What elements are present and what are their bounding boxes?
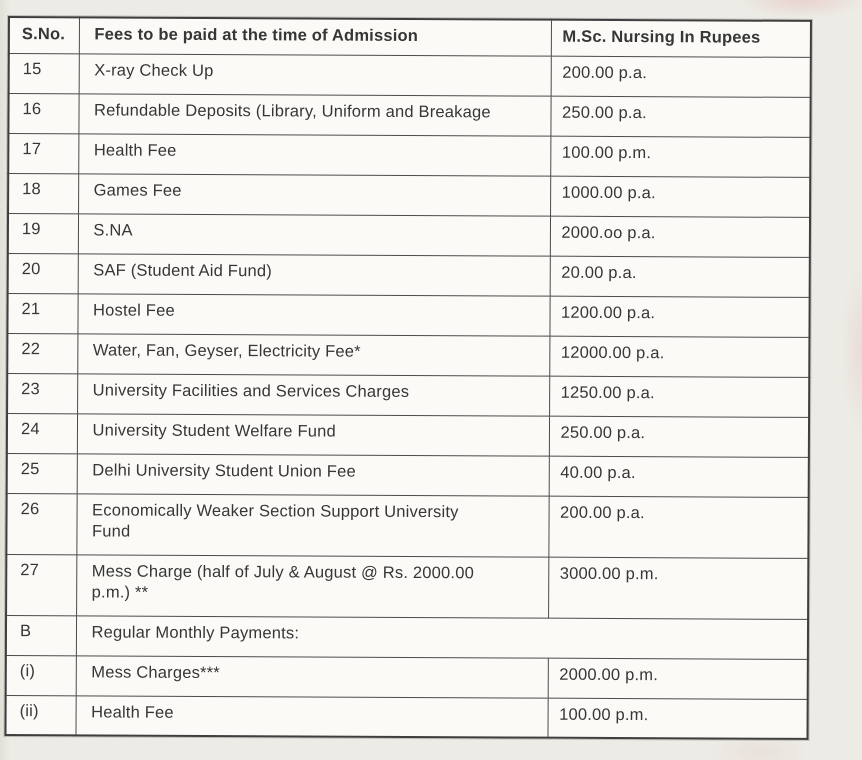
description-cell: SAF (Student Aid Fund) bbox=[77, 253, 550, 296]
amount-cell: 2000.oo p.a. bbox=[549, 215, 811, 257]
fees-table-header: S.No. Fees to be paid at the time of Adm… bbox=[8, 17, 811, 57]
sno-cell: (i) bbox=[5, 654, 76, 696]
amount-cell: 20.00 p.a. bbox=[549, 255, 810, 297]
header-row: S.No. Fees to be paid at the time of Adm… bbox=[8, 17, 811, 57]
sno-cell: 26 bbox=[6, 492, 77, 555]
table-row: 20 SAF (Student Aid Fund) 20.00 p.a. bbox=[7, 253, 810, 297]
sno-cell: 24 bbox=[6, 413, 78, 454]
amount-cell: 1000.00 p.a. bbox=[550, 175, 811, 217]
sno-cell: 22 bbox=[7, 333, 78, 374]
description-cell: Delhi University Student Union Fee bbox=[76, 453, 549, 496]
amount-cell: 250.00 p.a. bbox=[550, 95, 811, 137]
amount-cell: 1200.00 p.a. bbox=[549, 295, 810, 337]
description-cell: S.NA bbox=[77, 213, 551, 256]
amount-cell: 200.00 p.a. bbox=[548, 495, 809, 558]
description-cell: Refundable Deposits (Library, Uniform an… bbox=[78, 93, 551, 136]
description-cell: Games Fee bbox=[78, 173, 551, 216]
amount-cell: 3000.00 p.m. bbox=[548, 556, 809, 619]
amount-cell: 250.00 p.a. bbox=[548, 415, 810, 457]
sno-cell: 25 bbox=[6, 452, 77, 494]
description-cell: Water, Fan, Geyser, Electricity Fee* bbox=[77, 333, 550, 376]
sno-cell: 18 bbox=[8, 173, 79, 214]
sno-cell: 27 bbox=[6, 553, 77, 616]
table-row: (i) Mess Charges*** 2000.00 p.m. bbox=[5, 654, 808, 699]
sno-cell: 15 bbox=[8, 53, 79, 94]
description-cell: University Facilities and Services Charg… bbox=[77, 373, 550, 416]
amount-cell: 2000.00 p.m. bbox=[547, 657, 808, 699]
table-row: 26 Economically Weaker Section Support Un… bbox=[6, 492, 809, 558]
amount-cell: 1250.00 p.a. bbox=[549, 375, 810, 417]
fees-table-container: S.No. Fees to be paid at the time of Adm… bbox=[4, 16, 812, 740]
sno-cell: 20 bbox=[7, 253, 78, 294]
table-row: 25 Delhi University Student Union Fee 40.0… bbox=[6, 452, 809, 497]
amount-cell: 100.00 p.m. bbox=[550, 135, 811, 177]
fees-table: S.No. Fees to be paid at the time of Adm… bbox=[4, 16, 812, 740]
description-cell: Mess Charge (half of July & August @ Rs.… bbox=[76, 554, 549, 618]
table-row: 24 University Student Welfare Fund 250.00 … bbox=[6, 413, 810, 457]
description-cell: Health Fee bbox=[78, 133, 551, 176]
sno-cell: 23 bbox=[7, 373, 78, 414]
table-row: 27 Mess Charge (half of July & August @ R… bbox=[6, 553, 809, 619]
description-cell: X-ray Check Up bbox=[78, 53, 551, 96]
table-row: 16 Refundable Deposits (Library, Uniform … bbox=[8, 93, 811, 137]
amount-cell: 40.00 p.a. bbox=[548, 455, 809, 497]
sno-cell: 19 bbox=[7, 213, 79, 254]
header-sno: S.No. bbox=[8, 17, 79, 54]
table-row: 21 Hostel Fee 1200.00 p.a. bbox=[7, 293, 810, 337]
sno-cell: 21 bbox=[7, 293, 78, 334]
table-row: B Regular Monthly Payments: bbox=[5, 614, 809, 659]
sno-cell: 16 bbox=[8, 93, 79, 134]
amount-cell: 12000.00 p.a. bbox=[549, 335, 810, 377]
table-row: 18 Games Fee 1000.00 p.a. bbox=[8, 173, 811, 217]
table-row: 19 S.NA 2000.oo p.a. bbox=[7, 213, 811, 257]
sno-cell: (ii) bbox=[5, 694, 76, 736]
table-row: 22 Water, Fan, Geyser, Electricity Fee* 12… bbox=[7, 333, 810, 377]
table-row: 15 X-ray Check Up 200.00 p.a. bbox=[8, 53, 811, 97]
sno-cell: 17 bbox=[8, 133, 79, 174]
fees-table-body: 15 X-ray Check Up 200.00 p.a. 16 Refundable … bbox=[5, 53, 811, 739]
description-cell: University Student Welfare Fund bbox=[76, 413, 550, 456]
header-amount: M.Sc. Nursing In Rupees bbox=[550, 19, 811, 57]
description-cell: Mess Charges*** bbox=[75, 655, 548, 698]
table-row: (ii) Health Fee 100.00 p.m. bbox=[5, 694, 808, 739]
table-row: 17 Health Fee 100.00 p.m. bbox=[8, 133, 811, 177]
description-cell: Economically Weaker Section Support Univ… bbox=[76, 493, 549, 557]
description-cell: Hostel Fee bbox=[77, 293, 550, 336]
description-cell: Health Fee bbox=[75, 695, 548, 738]
table-row: 23 University Facilities and Services Cha… bbox=[7, 373, 810, 417]
header-description: Fees to be paid at the time of Admission bbox=[78, 17, 551, 56]
description-cell: Regular Monthly Payments: bbox=[75, 615, 809, 659]
sno-cell: B bbox=[5, 614, 77, 656]
amount-cell: 200.00 p.a. bbox=[550, 55, 811, 97]
amount-cell: 100.00 p.m. bbox=[547, 697, 808, 739]
